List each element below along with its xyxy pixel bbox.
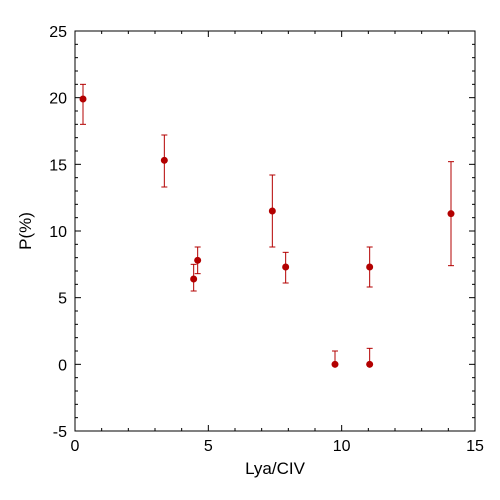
data-point xyxy=(366,360,374,368)
y-axis-label: P(%) xyxy=(16,212,35,250)
y-tick-label: 5 xyxy=(58,291,67,308)
error-bars xyxy=(80,83,454,365)
axis-ticks xyxy=(74,30,476,432)
x-tick-label: 10 xyxy=(333,438,351,455)
y-tick-label: 25 xyxy=(49,24,67,41)
data-point xyxy=(366,263,374,271)
data-point xyxy=(268,207,276,215)
x-tick-label: 15 xyxy=(466,438,484,455)
data-point xyxy=(160,156,168,164)
data-points xyxy=(79,95,455,368)
y-tick-label: 20 xyxy=(49,91,67,108)
data-point xyxy=(447,210,455,218)
x-tick-label: 0 xyxy=(71,438,80,455)
data-point xyxy=(190,275,198,283)
data-point xyxy=(282,263,290,271)
data-point xyxy=(194,256,202,264)
y-tick-label: -5 xyxy=(53,424,67,441)
y-tick-label: 15 xyxy=(49,157,67,174)
y-tick-label: 10 xyxy=(49,224,67,241)
x-tick-label: 5 xyxy=(204,438,213,455)
x-axis-label: Lya/CIV xyxy=(245,459,306,478)
data-point xyxy=(79,95,87,103)
data-point xyxy=(331,360,339,368)
y-tick-label: 0 xyxy=(58,357,67,374)
plot-frame xyxy=(74,30,476,432)
